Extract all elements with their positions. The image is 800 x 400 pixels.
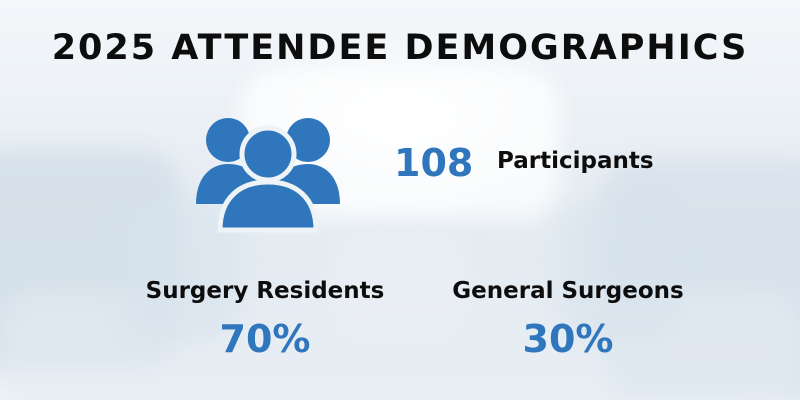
participant-label: Participants: [497, 148, 654, 174]
stat-value: 30%: [522, 317, 614, 361]
stat-surgery-residents: Surgery Residents 70%: [125, 278, 405, 361]
stat-label: General Surgeons: [452, 278, 684, 304]
page-title: 2025 ATTENDEE DEMOGRAPHICS: [51, 28, 749, 68]
participant-count: 108: [394, 141, 474, 185]
stat-label: Surgery Residents: [145, 278, 385, 304]
people-group-icon: [196, 118, 340, 233]
stat-value: 70%: [219, 317, 311, 361]
stat-general-surgeons: General Surgeons 30%: [428, 278, 708, 361]
